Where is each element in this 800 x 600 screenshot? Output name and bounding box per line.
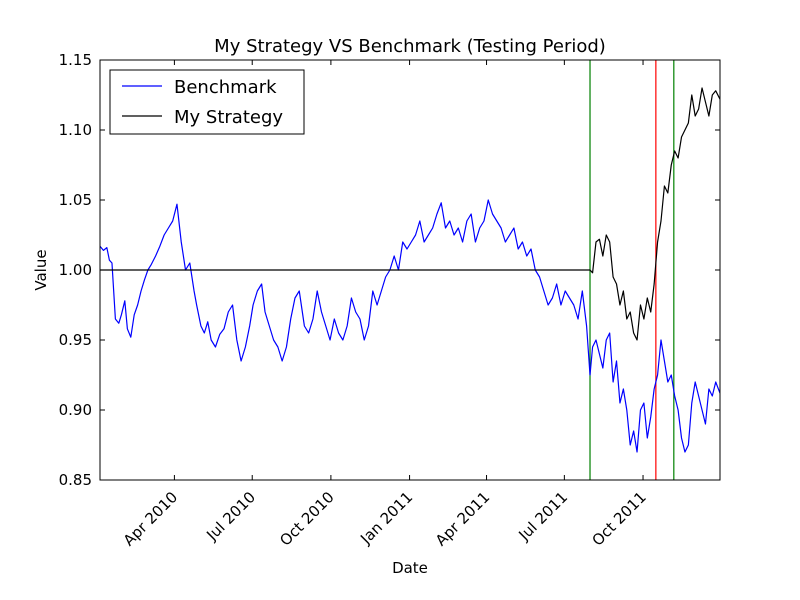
y-axis: 0.85 0.90 0.95 1.00 1.05 1.10 1.15 [59, 51, 720, 489]
y-tick-label: 0.85 [59, 471, 92, 489]
y-tick-label: 1.10 [59, 121, 92, 139]
chart-title: My Strategy VS Benchmark (Testing Period… [214, 36, 606, 57]
series-line-benchmark [100, 199, 720, 453]
y-tick-label: 0.95 [59, 331, 92, 349]
y-tick-label: 0.90 [59, 401, 92, 419]
legend-box [109, 69, 305, 135]
y-tick-label: 1.05 [59, 191, 92, 209]
y-tick-label: 1.15 [59, 51, 92, 69]
y-tick-label: 1.00 [59, 261, 92, 279]
y-axis-label: Value [32, 249, 50, 290]
x-axis-label: Date [392, 559, 428, 577]
legend-label-benchmark: Benchmark [174, 77, 277, 98]
legend-label-my-strategy: My Strategy [174, 107, 283, 128]
series-line-my-strategy [100, 87, 720, 341]
legend: Benchmark My Strategy [109, 69, 305, 135]
series-group [100, 87, 720, 453]
